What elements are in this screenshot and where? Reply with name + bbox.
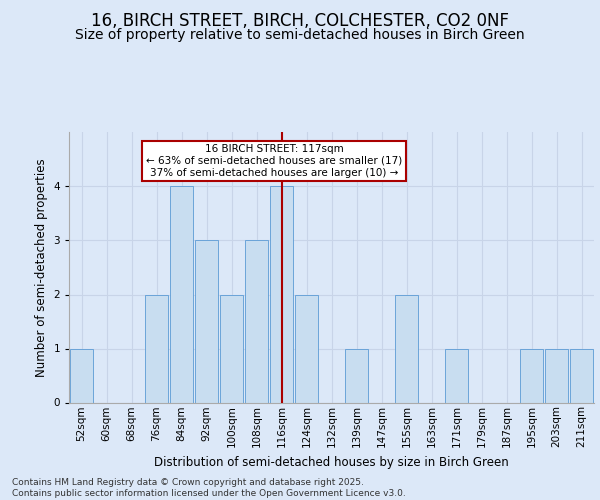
Bar bbox=[395, 294, 418, 403]
Bar bbox=[220, 294, 244, 403]
Text: 16 BIRCH STREET: 117sqm
← 63% of semi-detached houses are smaller (17)
37% of se: 16 BIRCH STREET: 117sqm ← 63% of semi-de… bbox=[146, 144, 402, 178]
Bar bbox=[194, 240, 218, 402]
Bar bbox=[70, 348, 94, 403]
Bar bbox=[520, 348, 544, 403]
Bar bbox=[269, 186, 293, 402]
Bar bbox=[545, 348, 568, 403]
Bar bbox=[170, 186, 193, 402]
Text: 16, BIRCH STREET, BIRCH, COLCHESTER, CO2 0NF: 16, BIRCH STREET, BIRCH, COLCHESTER, CO2… bbox=[91, 12, 509, 30]
Bar bbox=[344, 348, 368, 403]
Bar bbox=[245, 240, 268, 402]
Y-axis label: Number of semi-detached properties: Number of semi-detached properties bbox=[35, 158, 48, 377]
Bar bbox=[145, 294, 169, 403]
Bar bbox=[445, 348, 469, 403]
Bar bbox=[569, 348, 593, 403]
Bar bbox=[295, 294, 319, 403]
Text: Contains HM Land Registry data © Crown copyright and database right 2025.
Contai: Contains HM Land Registry data © Crown c… bbox=[12, 478, 406, 498]
X-axis label: Distribution of semi-detached houses by size in Birch Green: Distribution of semi-detached houses by … bbox=[154, 456, 509, 468]
Text: Size of property relative to semi-detached houses in Birch Green: Size of property relative to semi-detach… bbox=[75, 28, 525, 42]
